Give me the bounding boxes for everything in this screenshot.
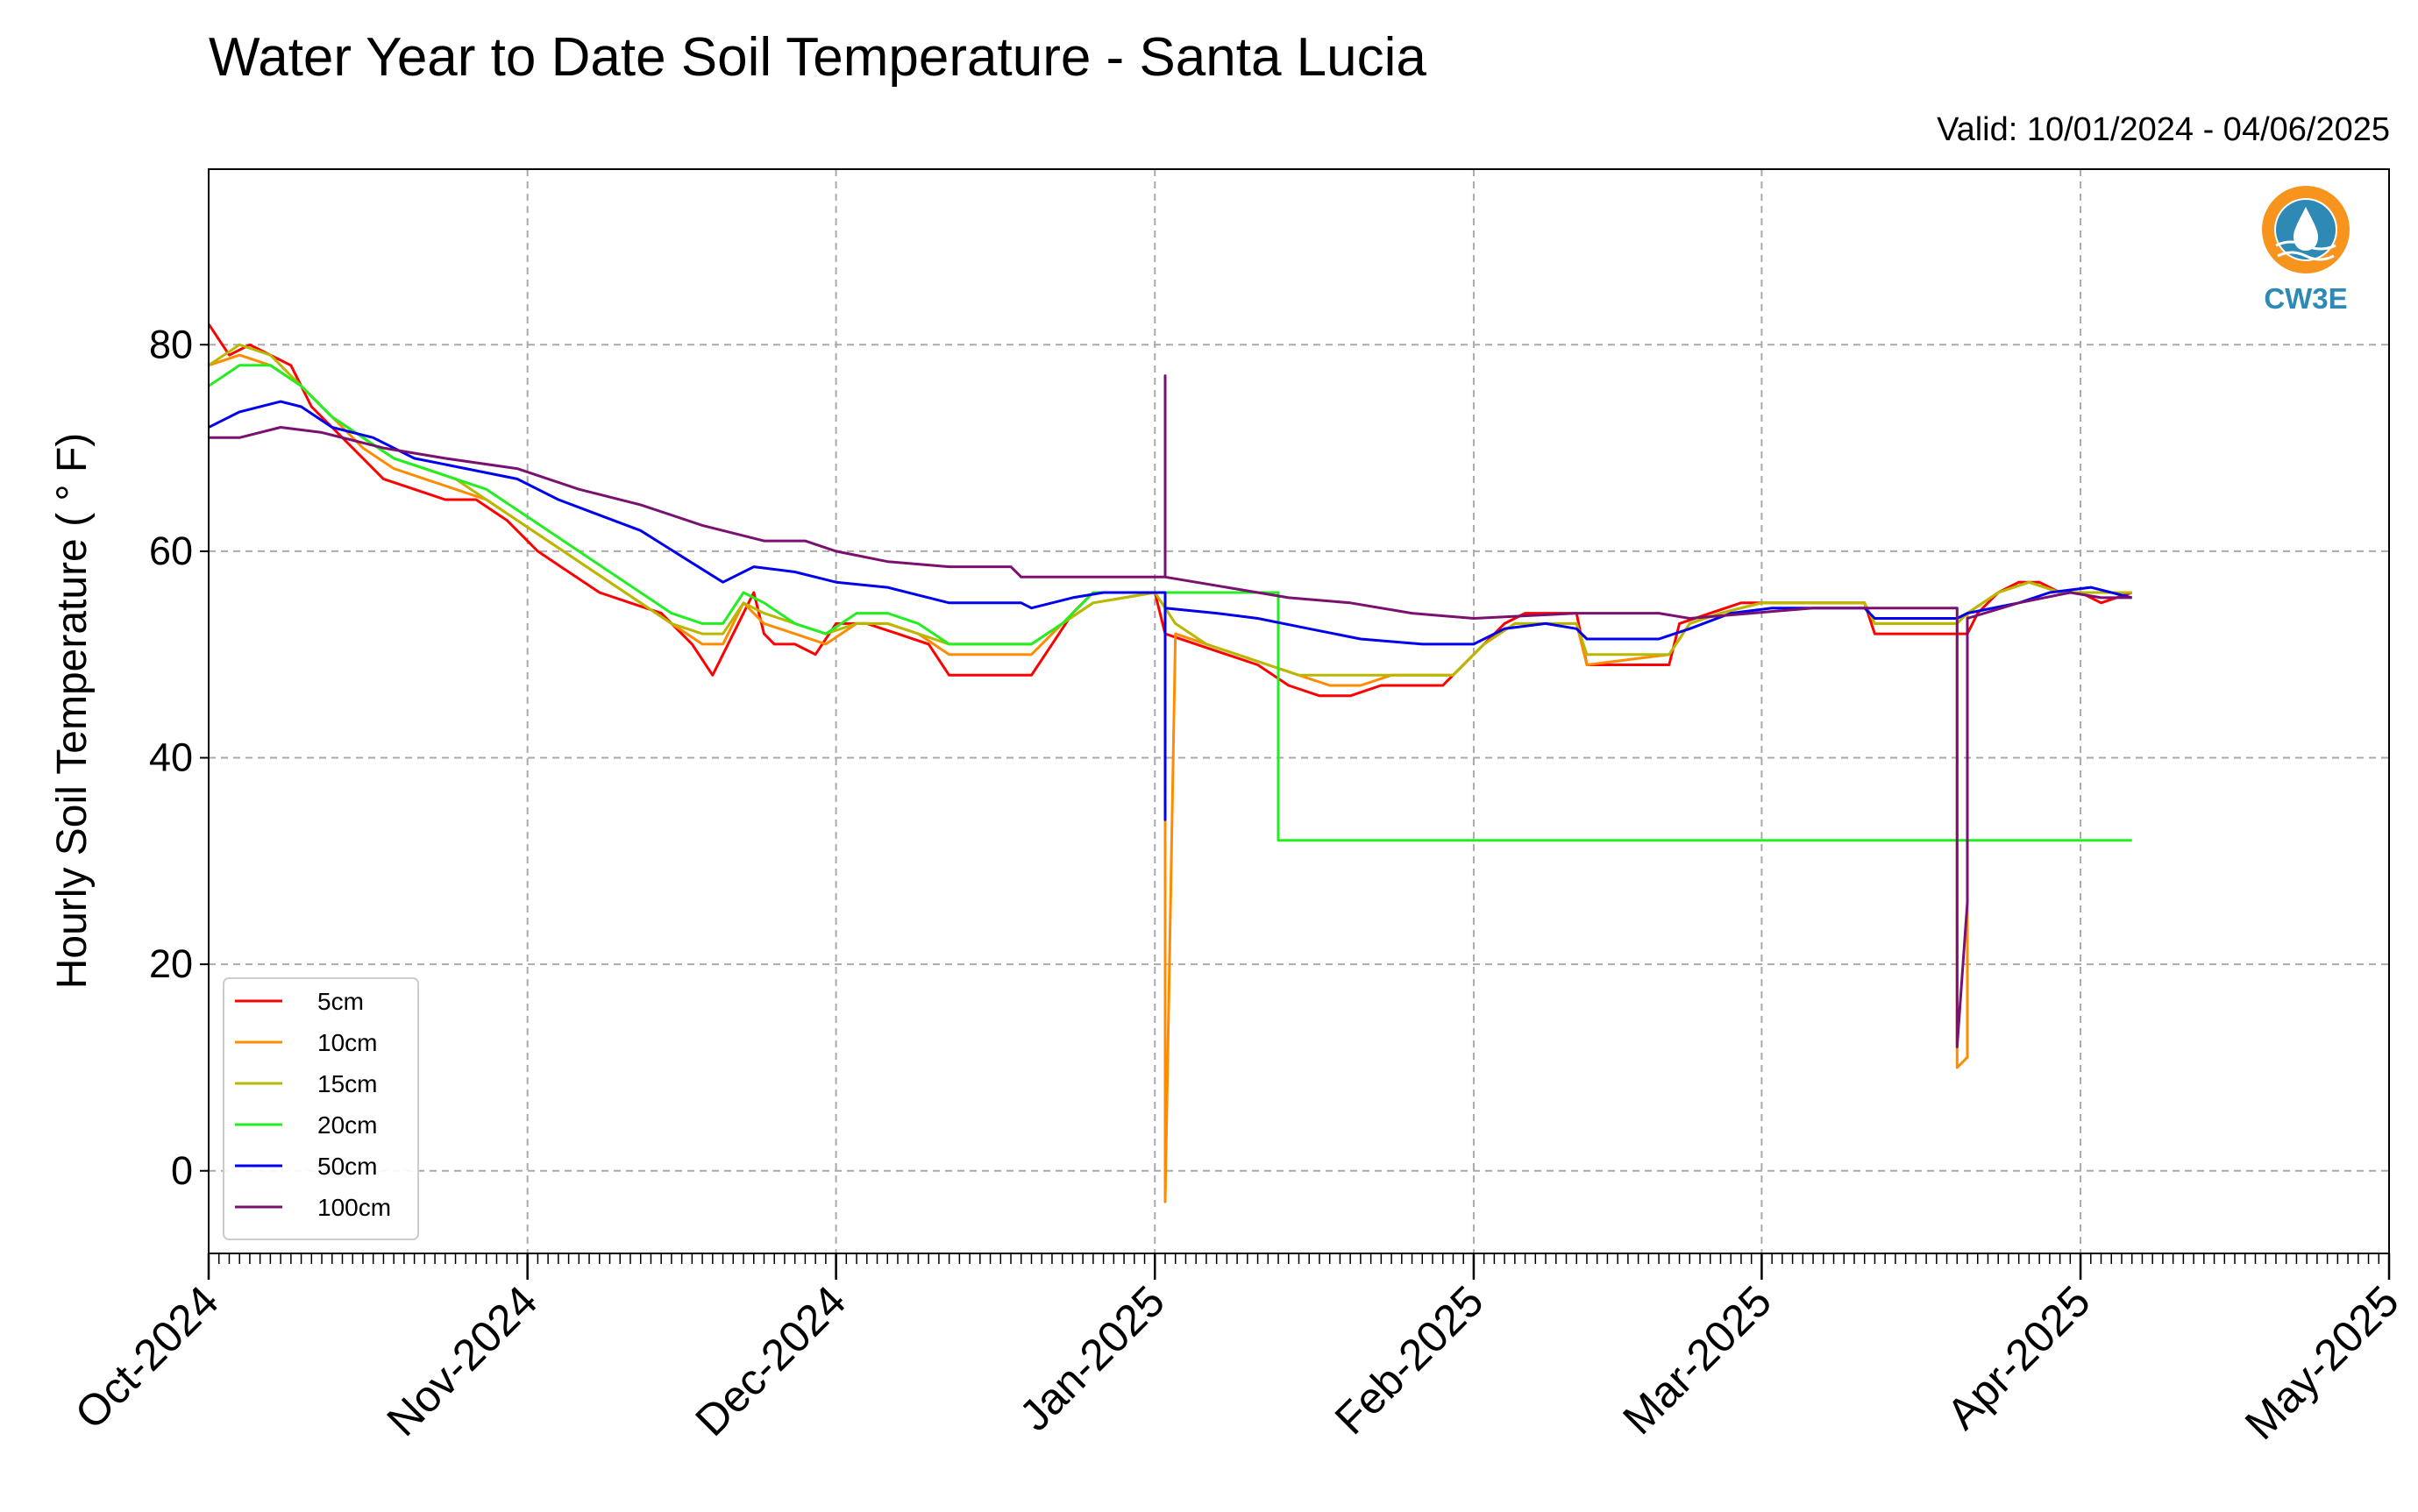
series-line-100cm [209,374,2132,1048]
plot-frame [208,168,2390,1254]
series-line-15cm [209,343,2132,677]
x-tick-label: Dec-2024 [686,1276,855,1445]
legend-label: 50cm [317,1153,377,1180]
y-tick-label: 20 [149,941,193,986]
series-line-10cm [209,353,2132,1203]
x-tick-label: Nov-2024 [378,1276,547,1445]
valid-range: Valid: 10/01/2024 - 04/06/2025 [1937,111,2390,148]
chart-title: Water Year to Date Soil Temperature - Sa… [209,27,1426,88]
y-tick-label: 0 [171,1148,193,1193]
y-axis-label: Hourly Soil Temperature ( ° F) [49,433,96,990]
legend: 5cm 10cm 15cm 20cm 50cm 100cm [223,977,419,1240]
logo-drop-icon [2294,207,2318,251]
legend-label: 5cm [317,988,364,1015]
y-axis-ticks: 0 20 40 60 80 [149,322,209,1193]
legend-label: 15cm [317,1070,377,1097]
y-tick-label: 40 [149,735,193,780]
legend-label: 100cm [317,1194,391,1221]
series-line-5cm [209,323,2133,698]
x-axis-ticks: Oct-2024 Nov-2024 Dec-2024 Jan-2025 Feb-2025… [66,1253,2408,1449]
series-line-50cm [209,400,2133,821]
x-tick-label: Jan-2025 [1010,1276,1174,1440]
series-lines [209,323,2133,1203]
grid [209,169,2389,1253]
legend-label: 10cm [317,1029,377,1056]
legend-label: 20cm [317,1111,377,1139]
x-tick-label: Mar-2025 [1613,1276,1781,1444]
x-tick-label: May-2025 [2236,1276,2408,1449]
cw3e-logo: CW3E [2262,186,2350,315]
x-tick-label: Oct-2024 [66,1276,228,1438]
x-tick-label: Apr-2025 [1938,1276,2100,1438]
y-tick-label: 60 [149,529,193,573]
x-tick-label: Feb-2025 [1326,1276,1493,1444]
logo-text: CW3E [2264,282,2347,315]
y-tick-label: 80 [149,322,193,366]
